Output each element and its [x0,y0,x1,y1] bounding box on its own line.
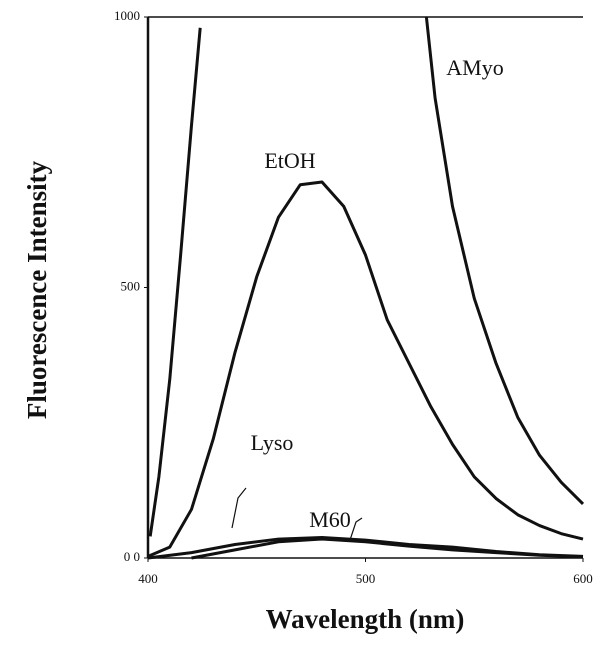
series-label: Lyso [251,430,294,455]
series-label: AMyo [446,55,503,80]
series-line [147,180,584,558]
y-tick-label: 500 [121,278,141,293]
series-line [148,16,585,537]
x-tick-label: 600 [573,571,593,586]
series-line [191,537,584,560]
x-tick-label: 400 [138,571,158,586]
x-axis-title: Wavelength (nm) [266,604,465,634]
y-tick-label: 1000 [114,8,140,23]
series-label: EtOH [264,148,315,173]
x-tick-label: 500 [356,571,376,586]
y-tick-label: 0 0 [124,549,140,564]
leader-line [349,517,363,541]
leader-line [231,487,247,529]
series-label: M60 [309,507,351,532]
y-axis-title: Fluorescence Intensity [22,160,52,419]
